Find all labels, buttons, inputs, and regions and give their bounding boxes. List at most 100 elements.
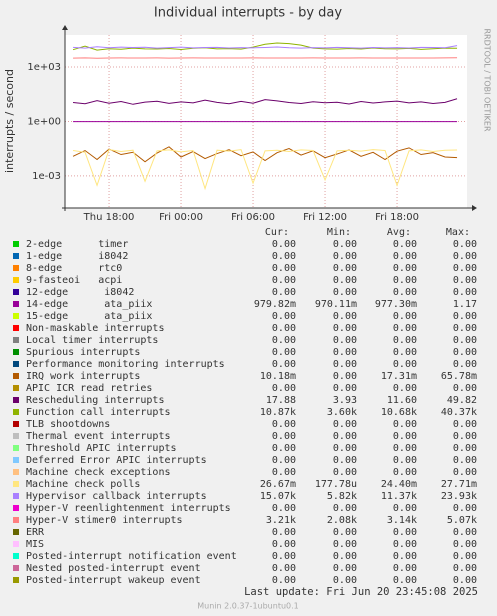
legend-avg: 0.00	[393, 287, 417, 298]
legend-max: 0.00	[453, 419, 477, 430]
series-line	[72, 146, 458, 163]
legend-cur: 0.00	[272, 263, 296, 274]
legend-swatch	[13, 301, 19, 307]
legend-avg: 0.00	[393, 383, 417, 394]
series-line	[72, 98, 458, 105]
legend-label: 2-edge timer	[26, 239, 128, 250]
legend-label: Local timer interrupts	[26, 335, 158, 346]
y-tick-label: 1e+03	[27, 62, 61, 73]
legend-label: TLB shootdowns	[26, 419, 110, 430]
legend-cur: 0.00	[272, 251, 296, 262]
legend-swatch	[13, 349, 19, 355]
legend-label: 9-fasteoi acpi	[26, 275, 122, 286]
legend-swatch	[13, 457, 19, 463]
legend-avg: 3.14k	[387, 515, 417, 526]
legend-label: Non-maskable interrupts	[26, 323, 164, 334]
legend-min: 0.00	[333, 575, 357, 586]
legend-swatch	[13, 385, 19, 391]
x-tick-label: Fri 18:00	[375, 212, 419, 223]
legend-label: Nested posted-interrupt event	[26, 563, 201, 574]
legend-swatch	[13, 433, 19, 439]
legend-max: 0.00	[453, 539, 477, 550]
legend-swatch	[13, 313, 19, 319]
legend-cur: 10.18m	[260, 371, 296, 382]
legend-cur: 0.00	[272, 455, 296, 466]
legend-max: 0.00	[453, 575, 477, 586]
legend-swatch	[13, 421, 19, 427]
legend-label: 15-edge ata_piix	[26, 311, 152, 322]
y-axis-arrow	[62, 25, 68, 30]
legend-max: 0.00	[453, 563, 477, 574]
legend-avg: 0.00	[393, 263, 417, 274]
legend-max: 1.17	[453, 299, 477, 310]
legend-cur: 0.00	[272, 563, 296, 574]
legend-swatch	[13, 409, 19, 415]
legend-swatch	[13, 577, 19, 583]
legend-avg: 11.37k	[381, 491, 417, 502]
legend-label: APIC ICR read retries	[26, 383, 152, 394]
legend-avg: 977.30m	[375, 299, 417, 310]
y-tick-label: 1e+00	[27, 116, 61, 127]
legend-cur: 17.88	[266, 395, 296, 406]
legend-label: Thermal event interrupts	[26, 431, 171, 442]
legend-max: 0.00	[453, 287, 477, 298]
legend-label: Posted-interrupt wakeup event	[26, 575, 201, 586]
legend-min: 0.00	[333, 467, 357, 478]
legend-avg: 0.00	[393, 563, 417, 574]
legend-max: 0.00	[453, 251, 477, 262]
legend-label: Machine check polls	[26, 479, 140, 490]
legend-avg: 0.00	[393, 347, 417, 358]
legend-min: 0.00	[333, 455, 357, 466]
legend-label: IRQ work interrupts	[26, 371, 140, 382]
series-line	[72, 42, 458, 51]
legend-avg: 0.00	[393, 443, 417, 454]
legend-min: 0.00	[333, 359, 357, 370]
series-line	[73, 45, 458, 49]
legend-max: 0.00	[453, 335, 477, 346]
legend-max: 0.00	[453, 503, 477, 514]
legend-max: 5.07k	[447, 515, 477, 526]
legend-max: 0.00	[453, 551, 477, 562]
legend-min: 0.00	[333, 347, 357, 358]
legend-min: 2.08k	[327, 515, 357, 526]
legend-min: 0.00	[333, 563, 357, 574]
legend-min: 0.00	[333, 371, 357, 382]
legend-cur: 0.00	[272, 503, 296, 514]
legend-header: Max:	[446, 227, 470, 238]
legend-swatch	[13, 361, 19, 367]
legend-swatch	[13, 289, 19, 295]
legend-header: Min:	[327, 227, 351, 238]
legend-label: 8-edge rtc0	[26, 263, 122, 274]
legend-label: MIS	[26, 539, 44, 550]
legend-cur: 26.67m	[260, 479, 296, 490]
legend-avg: 0.00	[393, 527, 417, 538]
legend-swatch	[13, 481, 19, 487]
legend-avg: 0.00	[393, 275, 417, 286]
legend-label: Rescheduling interrupts	[26, 395, 164, 406]
legend-min: 0.00	[333, 311, 357, 322]
legend-label: 1-edge i8042	[26, 251, 128, 262]
legend-min: 0.00	[333, 383, 357, 394]
legend-label: Deferred Error APIC interrupts	[26, 455, 207, 466]
x-tick-label: Fri 06:00	[231, 212, 275, 223]
legend-swatch	[13, 277, 19, 283]
legend-avg: 0.00	[393, 251, 417, 262]
legend-label: Hyper-V stimer0 interrupts	[26, 515, 183, 526]
legend-cur: 0.00	[272, 359, 296, 370]
y-axis-label: interrupts / second	[3, 69, 16, 173]
legend-avg: 0.00	[393, 503, 417, 514]
legend-max: 0.00	[453, 431, 477, 442]
legend-cur: 0.00	[272, 443, 296, 454]
legend-max: 0.00	[453, 527, 477, 538]
legend-cur: 0.00	[272, 467, 296, 478]
legend-min: 970.11m	[315, 299, 357, 310]
legend-avg: 0.00	[393, 359, 417, 370]
legend-label: Performance monitoring interrupts	[26, 359, 225, 370]
legend-swatch	[13, 445, 19, 451]
legend-max: 0.00	[453, 239, 477, 250]
legend-cur: 0.00	[272, 311, 296, 322]
x-axis-arrow	[472, 205, 477, 211]
legend-header: Avg:	[387, 227, 411, 238]
chart-title: Individual interrupts - by day	[154, 6, 342, 21]
